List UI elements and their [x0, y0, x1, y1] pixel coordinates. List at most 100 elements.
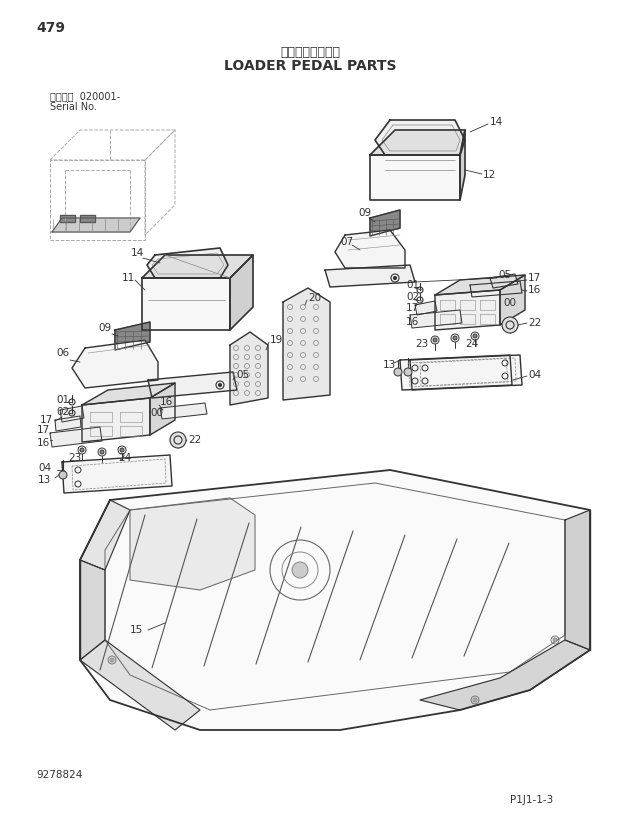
Polygon shape	[490, 274, 518, 288]
Polygon shape	[283, 288, 330, 400]
Polygon shape	[80, 560, 105, 660]
Polygon shape	[420, 640, 590, 710]
Polygon shape	[80, 640, 200, 730]
Circle shape	[473, 334, 477, 338]
Circle shape	[453, 336, 457, 340]
Text: 11: 11	[122, 273, 135, 283]
Text: 15: 15	[130, 625, 143, 635]
Text: 00: 00	[503, 298, 516, 308]
Polygon shape	[55, 416, 81, 431]
Text: 20: 20	[308, 293, 321, 303]
Polygon shape	[142, 278, 230, 330]
Polygon shape	[370, 210, 400, 236]
Text: 17: 17	[406, 303, 419, 313]
Text: 9278824: 9278824	[36, 770, 82, 780]
Text: 16: 16	[406, 317, 419, 327]
Polygon shape	[370, 155, 460, 200]
Polygon shape	[230, 332, 268, 405]
Text: 479: 479	[36, 21, 65, 35]
Polygon shape	[60, 215, 75, 222]
Circle shape	[59, 471, 67, 479]
Text: Serial No.: Serial No.	[50, 102, 97, 112]
Circle shape	[292, 562, 308, 578]
Text: 01: 01	[406, 280, 419, 290]
Text: 05: 05	[498, 270, 511, 280]
Circle shape	[394, 368, 402, 376]
Text: LOADER PEDAL PARTS: LOADER PEDAL PARTS	[224, 59, 396, 73]
Text: 01: 01	[56, 395, 69, 405]
Polygon shape	[410, 310, 462, 328]
Polygon shape	[470, 281, 522, 297]
Text: 09: 09	[98, 323, 111, 333]
Circle shape	[100, 450, 104, 454]
Polygon shape	[435, 275, 525, 295]
Text: 24: 24	[465, 339, 478, 349]
Polygon shape	[52, 218, 140, 232]
Text: 17: 17	[528, 273, 541, 283]
Polygon shape	[80, 500, 130, 570]
Text: 13: 13	[38, 475, 51, 485]
Polygon shape	[375, 120, 465, 155]
Text: 05: 05	[236, 370, 249, 380]
Polygon shape	[130, 498, 255, 590]
Polygon shape	[160, 403, 207, 419]
Polygon shape	[325, 265, 415, 287]
Circle shape	[170, 432, 186, 448]
Text: 16: 16	[160, 397, 173, 407]
Polygon shape	[82, 398, 150, 442]
Polygon shape	[62, 455, 172, 493]
Polygon shape	[82, 383, 175, 405]
Text: 04: 04	[38, 463, 51, 473]
Text: 17: 17	[37, 425, 50, 435]
Polygon shape	[435, 290, 500, 330]
Text: 23: 23	[68, 453, 81, 463]
Text: 14: 14	[131, 248, 144, 258]
Polygon shape	[460, 130, 465, 200]
Polygon shape	[500, 275, 525, 325]
Text: 04: 04	[528, 370, 541, 380]
Polygon shape	[60, 406, 84, 422]
Text: 24: 24	[118, 453, 131, 463]
Text: 23: 23	[415, 339, 428, 349]
Polygon shape	[150, 383, 175, 435]
Text: 17: 17	[40, 415, 53, 425]
Text: 16: 16	[528, 285, 541, 295]
Text: 02: 02	[56, 407, 69, 417]
Polygon shape	[80, 215, 95, 222]
Polygon shape	[142, 255, 253, 278]
Circle shape	[433, 338, 437, 342]
Text: 19: 19	[270, 335, 283, 345]
Circle shape	[80, 448, 84, 452]
Text: 14: 14	[490, 117, 503, 127]
Circle shape	[473, 698, 477, 702]
Polygon shape	[370, 130, 465, 155]
Text: 09: 09	[358, 208, 371, 218]
Text: 13: 13	[383, 360, 396, 370]
Text: 02: 02	[406, 292, 419, 302]
Polygon shape	[230, 255, 253, 330]
Polygon shape	[400, 355, 512, 390]
Circle shape	[394, 276, 397, 279]
Polygon shape	[50, 427, 102, 447]
Circle shape	[110, 658, 114, 662]
Text: 00: 00	[150, 408, 163, 418]
Polygon shape	[335, 230, 405, 268]
Circle shape	[553, 638, 557, 642]
Text: 12: 12	[483, 170, 496, 180]
Polygon shape	[148, 372, 237, 398]
Circle shape	[404, 368, 412, 376]
Text: 06: 06	[56, 348, 69, 358]
Polygon shape	[80, 470, 590, 730]
Circle shape	[218, 383, 221, 386]
Polygon shape	[115, 322, 150, 350]
Polygon shape	[565, 510, 590, 650]
Text: ローダベダル部品: ローダベダル部品	[280, 46, 340, 59]
Circle shape	[502, 317, 518, 333]
Text: P1J1-1-3: P1J1-1-3	[510, 795, 553, 805]
Text: 適用号機  020001-: 適用号機 020001-	[50, 91, 120, 101]
Circle shape	[120, 448, 124, 452]
Text: 22: 22	[188, 435, 202, 445]
Polygon shape	[415, 301, 437, 315]
Polygon shape	[147, 248, 228, 278]
Polygon shape	[72, 340, 158, 388]
